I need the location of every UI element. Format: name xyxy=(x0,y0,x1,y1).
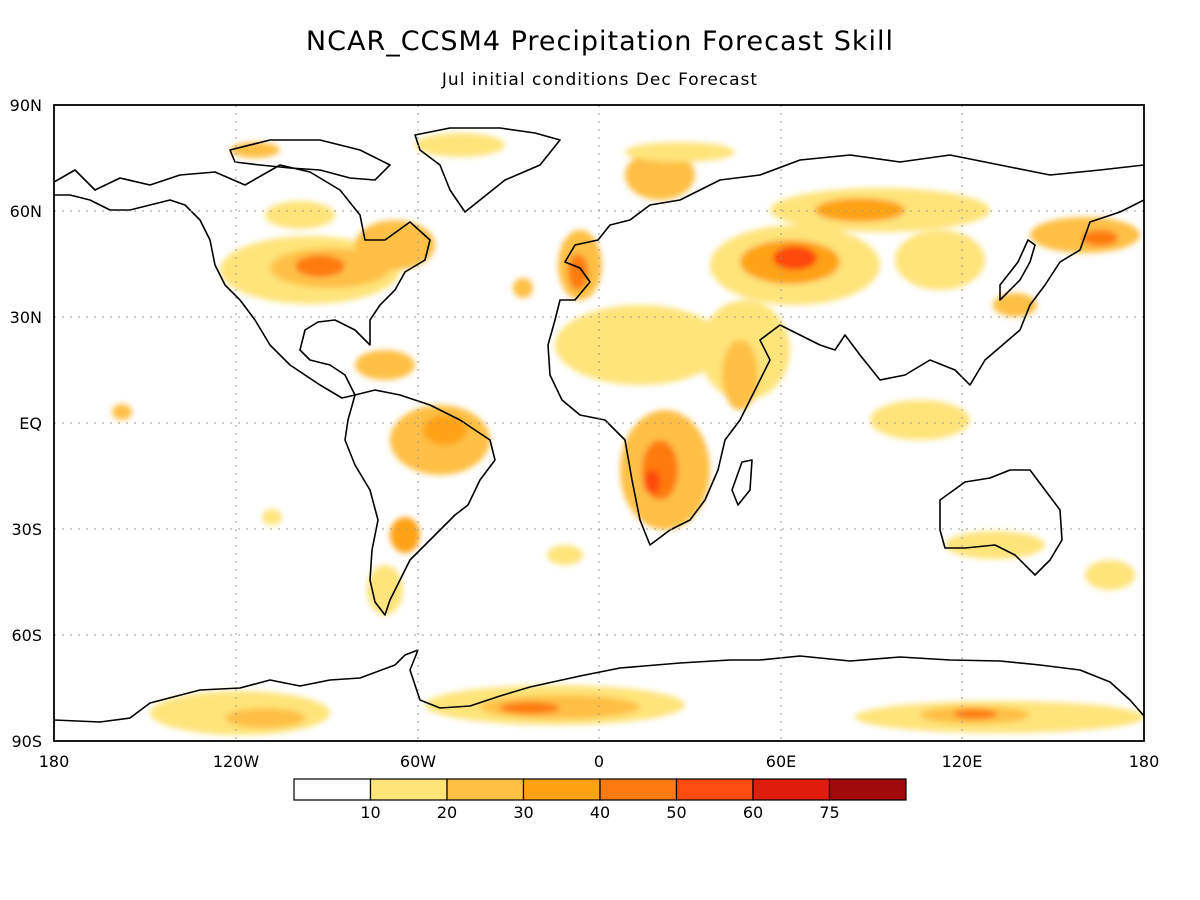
skill-area-sahara xyxy=(555,305,725,385)
skill-area-maritime-continent xyxy=(870,400,970,440)
legend-colorbar xyxy=(293,778,907,801)
lon-labels: 180 120W 60W 0 60E 120E 180 xyxy=(39,752,1160,771)
coastline-arctic-islands xyxy=(229,139,391,181)
legend-swatch xyxy=(599,778,678,801)
legend-swatch xyxy=(675,778,754,801)
skill-area-pacific-2 xyxy=(262,509,282,525)
lat-label: 60N xyxy=(10,202,42,221)
lon-label: 0 xyxy=(594,752,604,771)
skill-area-central-asia-peak xyxy=(773,246,817,270)
lon-label: 180 xyxy=(39,752,70,771)
lon-label: 120W xyxy=(213,752,260,771)
skill-area-canada-east xyxy=(265,201,335,229)
coastline-south-america xyxy=(344,389,496,616)
legend-level-label: 75 xyxy=(819,803,839,822)
skill-area-arctic-europe xyxy=(625,142,735,162)
legend-labels: 10 20 30 40 50 60 75 xyxy=(360,803,839,822)
lat-labels: 90N 60N 30N EQ 30S 60S 90S xyxy=(10,96,42,751)
coastline-australia xyxy=(939,469,1063,576)
skill-area-horn-africa xyxy=(722,340,758,410)
coastlines xyxy=(54,127,1144,723)
coastline-eurasia-africa xyxy=(547,154,1144,546)
skill-area-usa-peak xyxy=(295,255,345,277)
skill-area-north-atlantic-isle xyxy=(513,278,533,298)
lat-label: 30N xyxy=(10,308,42,327)
coastline-antarctica xyxy=(54,649,1144,723)
skill-field xyxy=(112,133,1144,735)
skill-area-okhotsk xyxy=(1082,230,1118,246)
lon-label: 60E xyxy=(766,752,796,771)
skill-area-caribbean xyxy=(355,350,415,380)
skill-area-arctic-canada xyxy=(415,133,505,157)
skill-area-antarctica-atlantic-peak xyxy=(500,702,560,714)
skill-area-siberia-core xyxy=(815,198,905,222)
lat-label: EQ xyxy=(19,414,42,433)
skill-area-northeast-usa xyxy=(355,220,435,270)
legend-level-label: 30 xyxy=(513,803,533,822)
skill-area-southern-ocean-sa xyxy=(547,545,583,565)
legend-swatch xyxy=(446,778,525,801)
skill-area-pacific-1 xyxy=(112,404,132,420)
legend-level-label: 60 xyxy=(743,803,763,822)
skill-area-scandinavia xyxy=(625,150,695,200)
map-subtitle: Jul initial conditions Dec Forecast xyxy=(441,70,759,90)
coastline-japan xyxy=(999,239,1036,301)
lon-label: 120E xyxy=(942,752,983,771)
map-frame xyxy=(53,104,1145,742)
skill-area-china xyxy=(895,230,985,290)
legend-level-label: 40 xyxy=(590,803,610,822)
skill-area-iberia-peak xyxy=(568,254,588,290)
lat-label: 30S xyxy=(11,520,42,539)
legend-swatch xyxy=(522,778,601,801)
lat-label: 90N xyxy=(10,96,42,115)
skill-area-southern-africa-peak xyxy=(644,470,660,494)
lat-label: 60S xyxy=(11,626,42,645)
legend-swatch xyxy=(369,778,448,801)
legend-level-label: 50 xyxy=(666,803,686,822)
lon-label: 180 xyxy=(1129,752,1160,771)
skill-area-japan xyxy=(993,293,1037,317)
legend-swatch xyxy=(293,778,372,801)
coastline-greenland xyxy=(414,127,561,213)
skill-area-alaska xyxy=(230,142,280,158)
coastline-north-america xyxy=(54,164,431,399)
coastline-madagascar xyxy=(731,459,753,506)
skill-area-antarctica-west-core xyxy=(225,708,305,728)
legend-level-label: 10 xyxy=(360,803,380,822)
skill-area-east-pacific-isles xyxy=(1085,560,1135,590)
skill-area-argentina xyxy=(390,517,420,553)
legend-swatch xyxy=(828,778,907,801)
map-title: NCAR_CCSM4 Precipitation Forecast Skill xyxy=(305,26,895,57)
legend-swatch xyxy=(752,778,831,801)
skill-area-antarctica-east-peak xyxy=(953,709,997,719)
legend-level-label: 20 xyxy=(437,803,457,822)
lat-label: 90S xyxy=(11,732,42,751)
lon-label: 60W xyxy=(400,752,436,771)
gridlines xyxy=(54,105,1144,741)
